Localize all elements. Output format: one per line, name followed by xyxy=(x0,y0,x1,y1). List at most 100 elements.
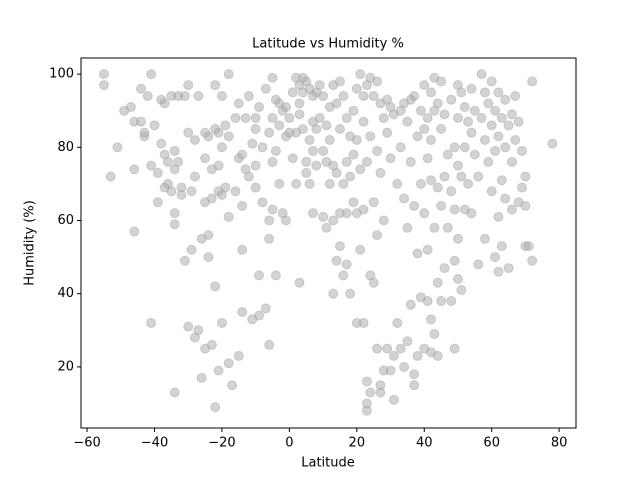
x-tick-label: 40 xyxy=(416,436,433,451)
point xyxy=(260,83,271,94)
y-tick-label: 40 xyxy=(57,286,74,301)
point xyxy=(510,134,521,145)
point xyxy=(220,120,231,131)
point xyxy=(345,288,356,299)
point xyxy=(341,208,352,219)
point xyxy=(446,186,457,197)
point xyxy=(503,120,514,131)
point xyxy=(227,380,238,391)
point xyxy=(146,317,157,328)
point xyxy=(385,153,396,164)
point xyxy=(267,113,278,124)
point xyxy=(382,343,393,354)
point xyxy=(409,200,420,211)
point xyxy=(301,156,312,167)
point xyxy=(429,328,440,339)
point xyxy=(284,113,295,124)
x-tick-label: −40 xyxy=(141,436,168,451)
point xyxy=(466,127,477,138)
point xyxy=(365,387,376,398)
point xyxy=(378,113,389,124)
point xyxy=(419,80,430,91)
point xyxy=(216,91,227,102)
point xyxy=(493,266,504,277)
point xyxy=(274,178,285,189)
point xyxy=(358,116,369,127)
point xyxy=(223,211,234,222)
point xyxy=(439,263,450,274)
point xyxy=(324,134,335,145)
point xyxy=(257,197,268,208)
point xyxy=(388,350,399,361)
point xyxy=(520,171,531,182)
point xyxy=(449,255,460,266)
point xyxy=(318,91,329,102)
point xyxy=(446,94,457,105)
point xyxy=(139,131,150,142)
point xyxy=(169,219,180,230)
point xyxy=(105,171,116,182)
point xyxy=(281,215,292,226)
point xyxy=(452,160,463,171)
point xyxy=(250,123,261,134)
point xyxy=(446,296,457,307)
point xyxy=(304,178,315,189)
x-tick-label: −20 xyxy=(208,436,235,451)
point xyxy=(358,91,369,102)
point xyxy=(392,317,403,328)
point xyxy=(372,76,383,87)
point xyxy=(483,156,494,167)
point xyxy=(456,87,467,98)
point xyxy=(203,252,214,263)
point xyxy=(426,314,437,325)
point xyxy=(442,222,453,233)
point xyxy=(493,87,504,98)
point xyxy=(193,91,204,102)
point xyxy=(341,156,352,167)
point xyxy=(169,387,180,398)
point xyxy=(527,76,538,87)
point xyxy=(220,182,231,193)
point xyxy=(358,317,369,328)
point xyxy=(520,200,531,211)
point xyxy=(449,142,460,153)
point xyxy=(466,208,477,219)
point xyxy=(267,204,278,215)
point xyxy=(183,127,194,138)
point xyxy=(412,350,423,361)
point xyxy=(473,259,484,270)
point xyxy=(250,182,261,193)
point xyxy=(179,91,190,102)
point xyxy=(98,80,109,91)
point xyxy=(331,167,342,178)
point xyxy=(281,102,292,113)
point xyxy=(436,296,447,307)
point xyxy=(506,109,517,120)
y-tick-label: 60 xyxy=(57,213,74,228)
point xyxy=(432,277,443,288)
point xyxy=(432,350,443,361)
point xyxy=(426,87,437,98)
point xyxy=(513,116,524,127)
y-axis-label: Humidity (%) xyxy=(23,200,38,286)
point xyxy=(223,69,234,80)
point xyxy=(449,204,460,215)
x-tick-label: 0 xyxy=(285,436,293,451)
point xyxy=(436,76,447,87)
point xyxy=(223,358,234,369)
point xyxy=(267,72,278,83)
point xyxy=(402,222,413,233)
x-axis-label: Latitude xyxy=(301,456,355,471)
point xyxy=(233,98,244,109)
chart-title: Latitude vs Humidity % xyxy=(252,37,404,52)
y-tick-label: 100 xyxy=(49,67,74,82)
point xyxy=(351,83,362,94)
point xyxy=(152,167,163,178)
point xyxy=(459,102,470,113)
point xyxy=(412,131,423,142)
point xyxy=(243,171,254,182)
point xyxy=(466,83,477,94)
point xyxy=(156,138,167,149)
point xyxy=(129,226,140,237)
point xyxy=(129,164,140,175)
